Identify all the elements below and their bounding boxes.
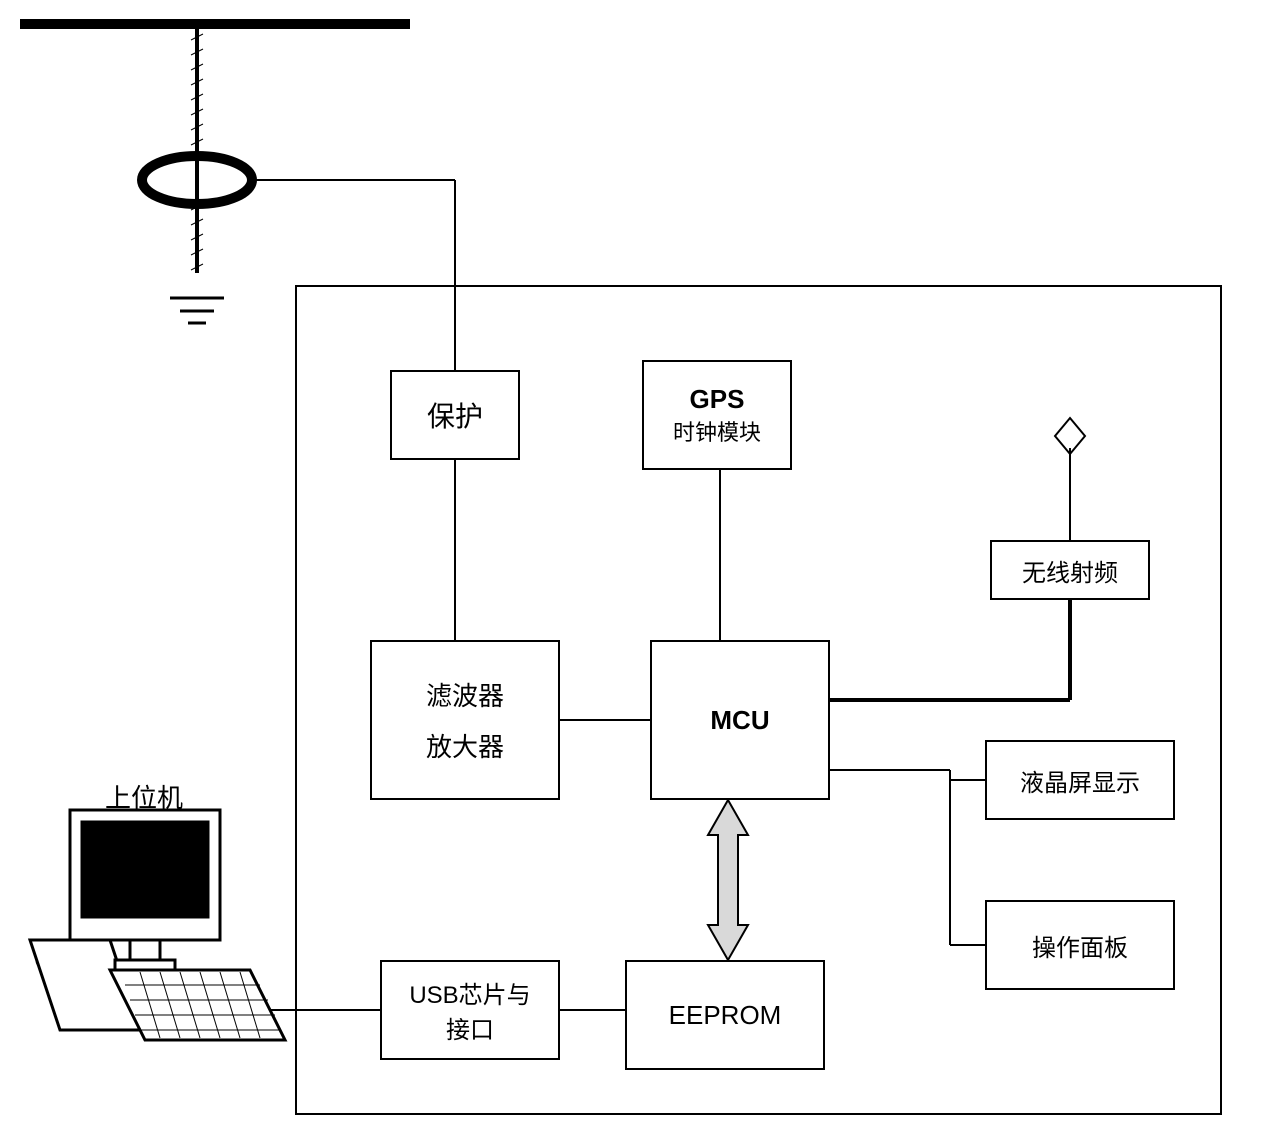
filter-label1: 滤波器 xyxy=(426,676,504,713)
lcd-label: 液晶屏显示 xyxy=(1020,763,1140,798)
mcu-box: MCU xyxy=(650,640,830,800)
computer-icon xyxy=(30,810,285,1040)
host-label: 上位机 xyxy=(105,778,183,815)
filter-label2: 放大器 xyxy=(426,727,504,764)
usb-label1: USB芯片与 xyxy=(409,975,530,1010)
rf-label: 无线射频 xyxy=(1022,553,1118,588)
eeprom-box: EEPROM xyxy=(625,960,825,1070)
usb-box: USB芯片与 接口 xyxy=(380,960,560,1060)
protect-box: 保护 xyxy=(390,370,520,460)
diagram-canvas: 保护 GPS 时钟模块 无线射频 滤波器 放大器 MCU 液晶屏显示 操作面板 … xyxy=(0,0,1282,1144)
usb-label2: 接口 xyxy=(446,1010,494,1045)
gps-box: GPS 时钟模块 xyxy=(642,360,792,470)
gps-label1: GPS xyxy=(690,384,745,415)
host-label-text: 上位机 xyxy=(105,783,183,813)
panel-box: 操作面板 xyxy=(985,900,1175,990)
rf-box: 无线射频 xyxy=(990,540,1150,600)
filter-box: 滤波器 放大器 xyxy=(370,640,560,800)
lcd-box: 液晶屏显示 xyxy=(985,740,1175,820)
gps-label2: 时钟模块 xyxy=(673,415,761,447)
eeprom-label: EEPROM xyxy=(669,1000,782,1031)
panel-label: 操作面板 xyxy=(1032,928,1128,963)
mcu-label: MCU xyxy=(710,705,769,736)
protect-label: 保护 xyxy=(427,395,483,435)
